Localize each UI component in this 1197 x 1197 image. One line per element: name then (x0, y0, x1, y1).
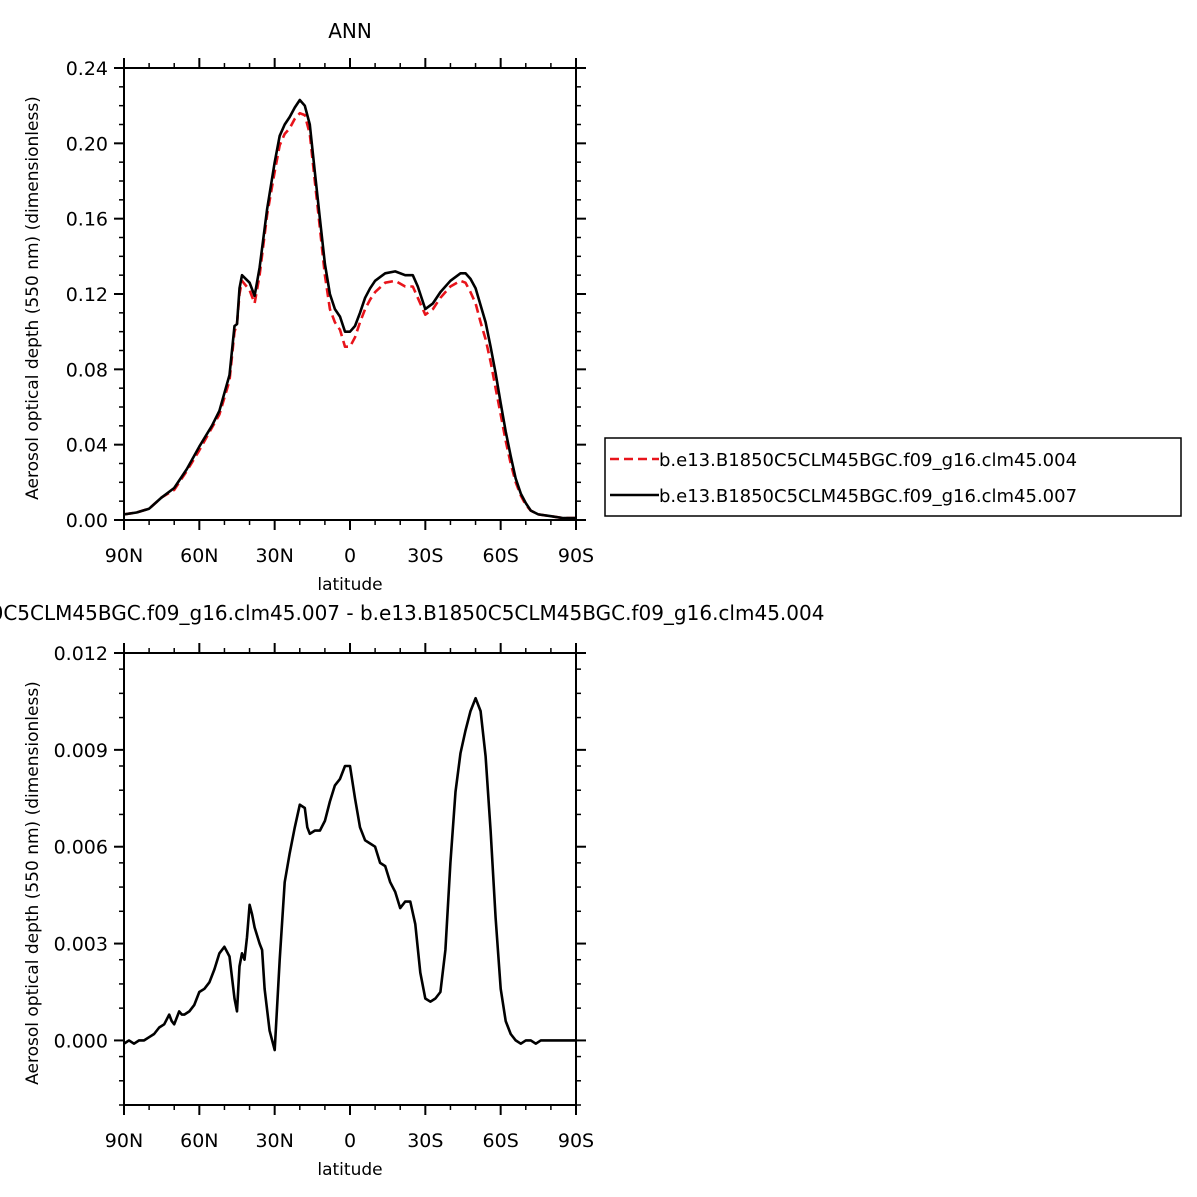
x-tick-label: 30S (407, 1130, 443, 1152)
x-tick-label: 90N (105, 545, 143, 567)
bottom-panel-series (123, 696, 576, 1052)
top-panel-series (123, 98, 576, 520)
y-tick-label: 0.20 (66, 133, 108, 155)
bottom-panel: b.e13.B1850C5CLM45BGC.f09_g16.clm45.007 … (0, 601, 824, 1180)
legend-label-clm45-004: b.e13.B1850C5CLM45BGC.f09_g16.clm45.004 (659, 450, 1077, 471)
x-tick-label: 30S (407, 545, 443, 567)
legend-label-clm45-007: b.e13.B1850C5CLM45BGC.f09_g16.clm45.007 (659, 486, 1077, 507)
top-panel-x-axis-label: latitude (317, 575, 382, 595)
x-tick-label: 60S (483, 545, 519, 567)
x-tick-label: 90S (558, 545, 594, 567)
x-tick-label: 60N (180, 1130, 218, 1152)
x-tick-label: 60N (180, 545, 218, 567)
y-tick-label: 0.012 (54, 643, 108, 665)
x-tick-label: 0 (344, 1130, 356, 1152)
y-tick-label: 0.00 (66, 510, 108, 532)
y-tick-label: 0.009 (54, 740, 108, 762)
x-tick-label: 0 (344, 545, 356, 567)
bottom-panel-ticks: 90N 60N 30N 0 30S 60S 90S 0.000 0.003 0.006 0.009 0… (54, 643, 594, 1152)
y-tick-label: 0.16 (66, 209, 108, 231)
bottom-panel-plot-frame (123, 652, 577, 1106)
top-panel-ticks: 90N 60N 30N 0 30S 60S 90S 0.00 0.04 0.08 0.12 0.16 0… (66, 58, 594, 567)
bottom-panel-x-axis-label: latitude (317, 1160, 382, 1180)
y-tick-label: 0.003 (54, 934, 108, 956)
y-tick-label: 0.08 (66, 359, 108, 381)
x-tick-label: 90S (558, 1130, 594, 1152)
top-panel-title: ANN (328, 19, 372, 43)
top-panel-y-axis-label: Aerosol optical depth (550 nm) (dimensio… (23, 96, 43, 500)
series-line-1 (123, 98, 576, 520)
y-tick-label: 0.24 (66, 58, 108, 80)
series-line-0 (123, 696, 576, 1052)
y-tick-label: 0.000 (54, 1030, 108, 1052)
legend-box (604, 437, 1182, 517)
bottom-panel-title: b.e13.B1850C5CLM45BGC.f09_g16.clm45.007 … (0, 601, 824, 625)
x-tick-label: 60S (483, 1130, 519, 1152)
x-tick-label: 30N (255, 545, 293, 567)
bottom-panel-y-axis-label: Aerosol optical depth (550 nm) (dimensio… (23, 681, 43, 1085)
legend: b.e13.B1850C5CLM45BGC.f09_g16.clm45.004 … (604, 437, 1182, 517)
top-panel: ANN latitude Aerosol optical depth (550 … (23, 19, 594, 595)
y-tick-label: 0.12 (66, 284, 108, 306)
x-tick-label: 90N (105, 1130, 143, 1152)
top-panel-plot-frame (123, 67, 577, 521)
y-tick-label: 0.006 (54, 837, 108, 859)
x-tick-label: 30N (255, 1130, 293, 1152)
series-line-0 (123, 111, 576, 520)
y-tick-label: 0.04 (66, 435, 108, 457)
